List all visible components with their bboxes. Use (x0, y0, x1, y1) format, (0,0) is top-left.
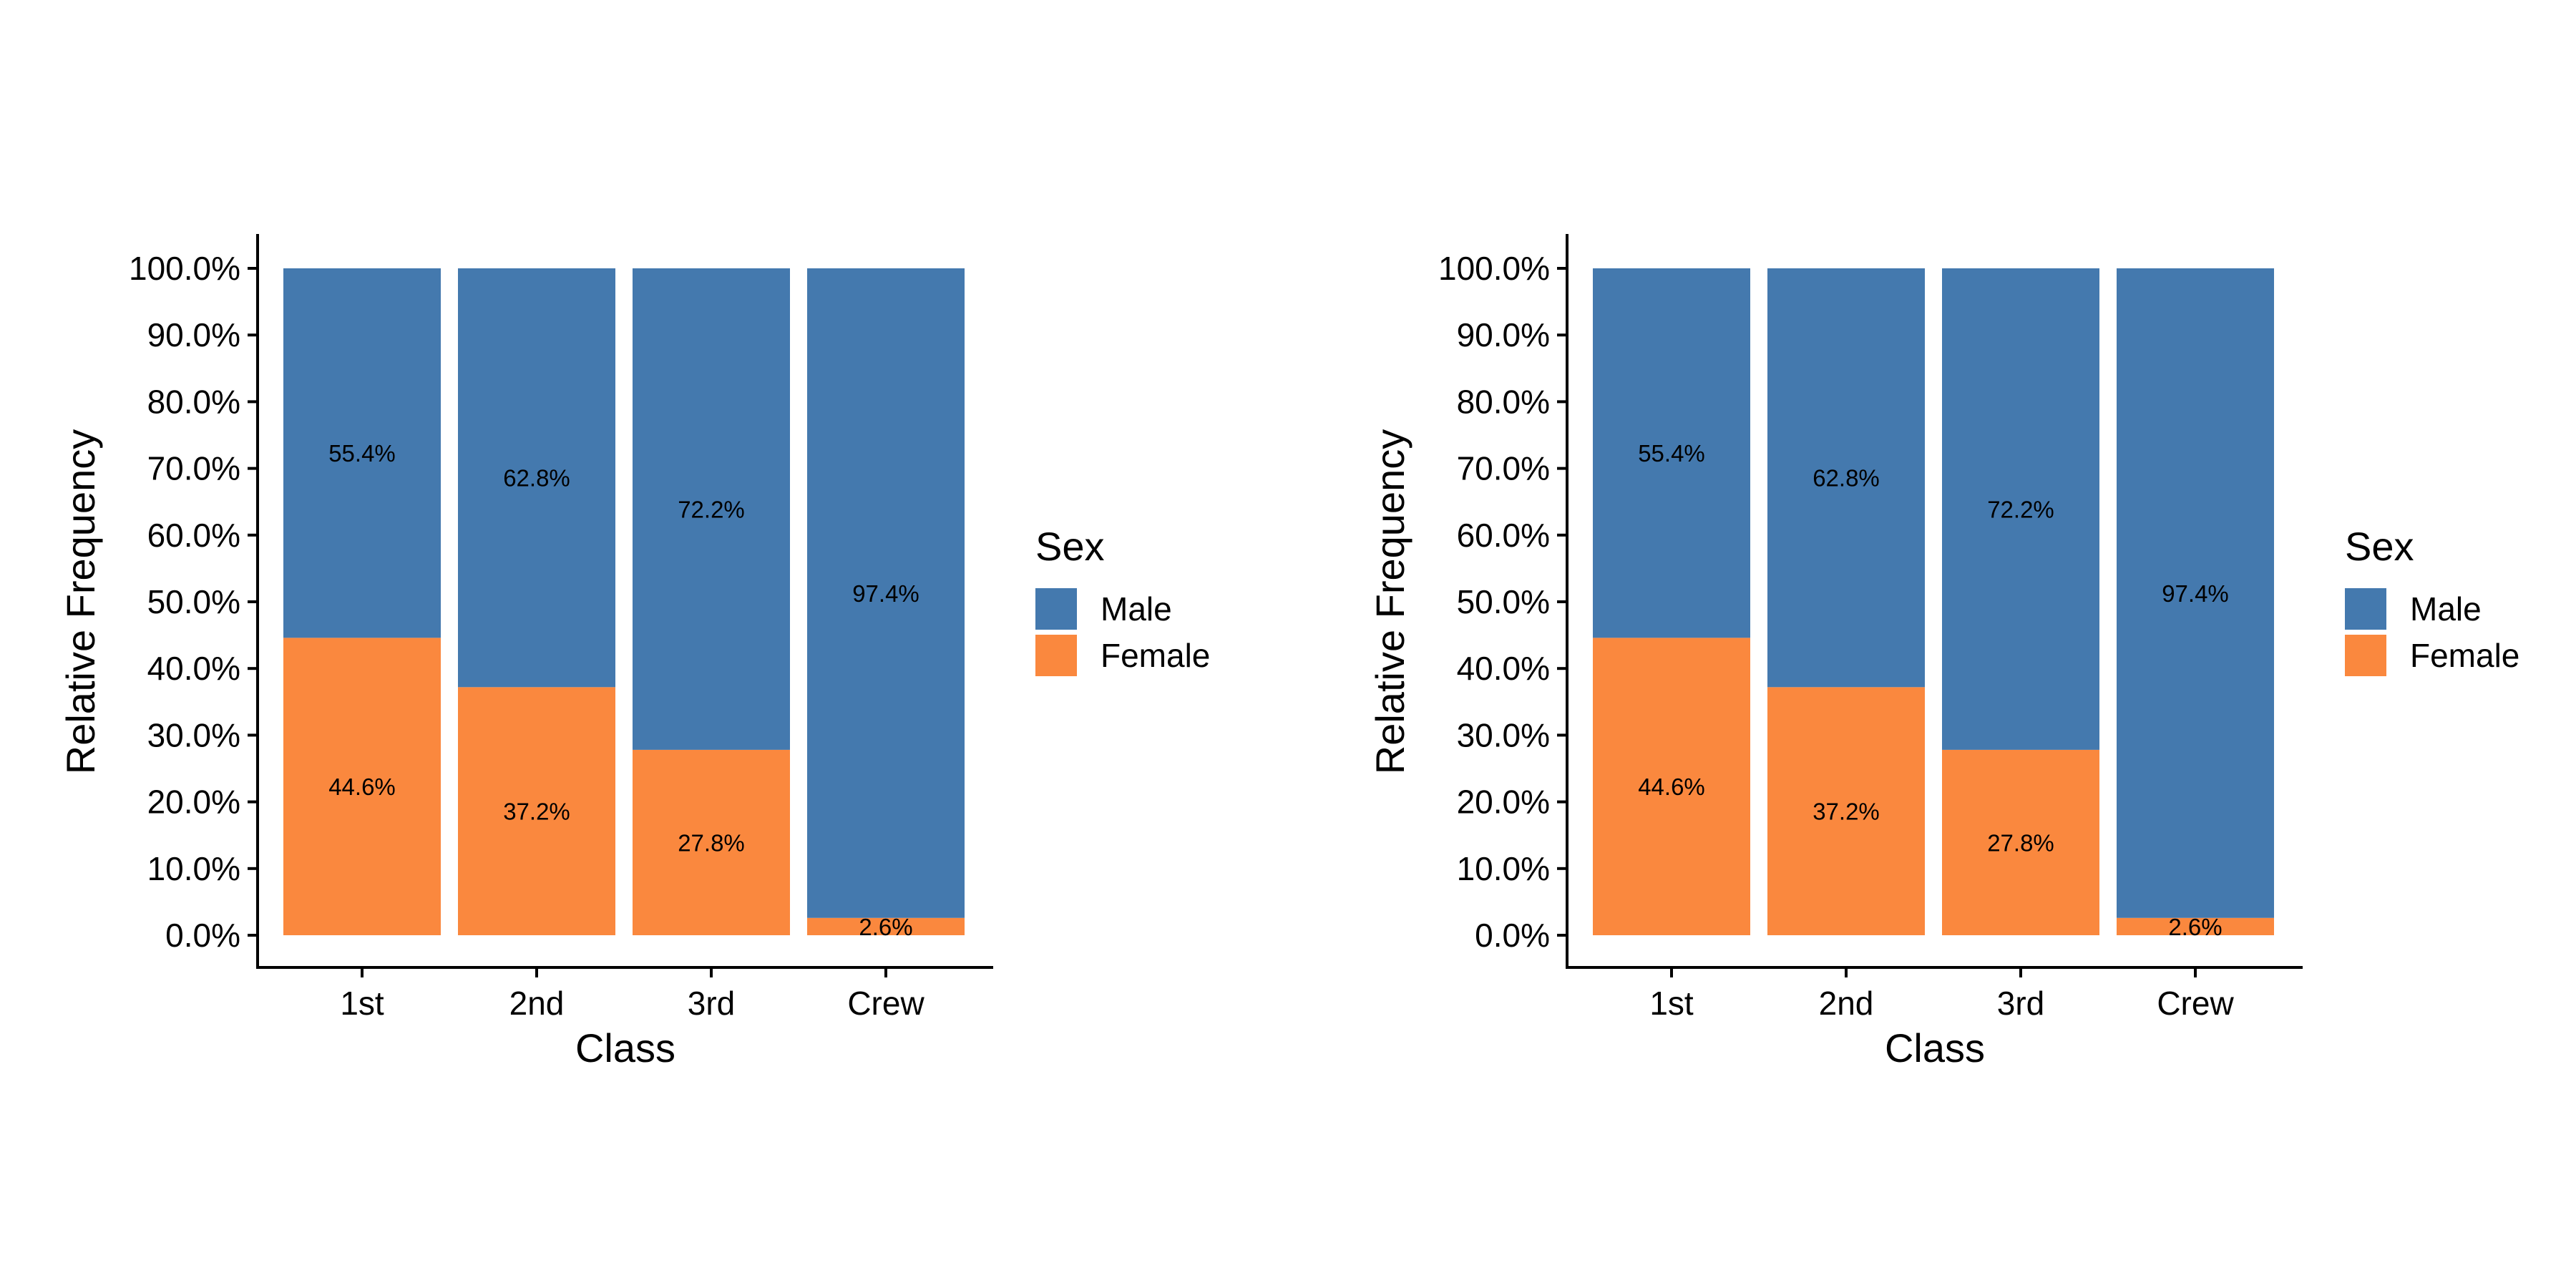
data-label-female-1st: 44.6% (1638, 774, 1705, 800)
y-tick-label: 0.0% (165, 917, 240, 954)
legend-title: Sex (1035, 524, 1105, 569)
x-tick-label: 3rd (1997, 985, 2044, 1022)
y-axis-title: Relative Frequency (58, 429, 103, 774)
legend-swatch-male (2345, 588, 2386, 630)
data-label-male-crew: 97.4% (852, 580, 919, 607)
y-tick-label: 30.0% (1457, 716, 1550, 753)
data-label-female-2nd: 37.2% (503, 799, 570, 825)
y-tick-label: 30.0% (147, 716, 240, 753)
legend-swatch-male (1035, 588, 1077, 630)
chart-panel-left: 55.4% 44.6% 62.8% 37.2% 72.2% 27.8% 97.4% 2.6% 0… (58, 234, 1210, 1070)
x-tick-label: Crew (847, 985, 924, 1022)
data-label-male-crew: 97.4% (2162, 580, 2229, 607)
data-label-female-3rd: 27.8% (1987, 829, 2054, 856)
y-tick-label: 0.0% (1475, 917, 1550, 954)
y-tick-label: 50.0% (1457, 583, 1550, 620)
y-tick-label: 60.0% (147, 517, 240, 554)
data-label-male-1st: 55.4% (328, 440, 396, 467)
legend-label-female: Female (1101, 637, 1210, 674)
y-tick-label: 40.0% (147, 650, 240, 687)
bar-female-1st (283, 638, 441, 935)
x-tick-label: Crew (2157, 985, 2234, 1022)
bar-female-1st (1593, 638, 1750, 935)
x-tick-label: 1st (340, 985, 384, 1022)
y-tick-label: 70.0% (1457, 450, 1550, 487)
data-label-female-crew: 2.6% (2168, 914, 2222, 940)
data-label-female-2nd: 37.2% (1813, 799, 1880, 825)
bar-female-3rd (1942, 749, 2099, 935)
legend-title: Sex (2345, 524, 2414, 569)
x-axis-title: Class (575, 1025, 675, 1070)
y-tick-label: 80.0% (147, 383, 240, 420)
x-tick-label: 2nd (1819, 985, 1874, 1022)
y-tick-label: 20.0% (147, 784, 240, 821)
bar-male-3rd (633, 268, 790, 750)
data-label-female-crew: 2.6% (859, 914, 912, 940)
bar-female-3rd (633, 749, 790, 935)
y-tick-label: 20.0% (1457, 784, 1550, 821)
legend-swatch-female (1035, 635, 1077, 676)
bar-male-crew (807, 268, 965, 918)
legend-swatch-female (2345, 635, 2386, 676)
y-tick-label: 90.0% (1457, 316, 1550, 353)
x-tick-label: 2nd (509, 985, 565, 1022)
chart-panel-right: 55.4% 44.6% 62.8% 37.2% 72.2% 27.8% 97.4% 2.6% 0… (1367, 234, 2519, 1070)
x-tick-label: 1st (1649, 985, 1694, 1022)
bar-male-1st (283, 268, 441, 638)
y-tick-label: 40.0% (1457, 650, 1550, 687)
legend-label-male: Male (1101, 590, 1172, 628)
y-tick-label: 60.0% (1457, 517, 1550, 554)
data-label-male-3rd: 72.2% (678, 496, 745, 522)
bar-male-2nd (458, 268, 615, 688)
y-tick-label: 10.0% (147, 850, 240, 887)
bar-female-2nd (458, 687, 615, 935)
y-tick-label: 100.0% (1438, 250, 1550, 287)
y-tick-label: 90.0% (147, 316, 240, 353)
bar-male-2nd (1767, 268, 1925, 688)
bar-male-1st (1593, 268, 1750, 638)
data-label-male-2nd: 62.8% (1813, 465, 1880, 492)
bar-male-3rd (1942, 268, 2099, 750)
legend-label-female: Female (2410, 637, 2519, 674)
legend-label-male: Male (2410, 590, 2482, 628)
y-tick-label: 50.0% (147, 583, 240, 620)
bar-female-2nd (1767, 687, 1925, 935)
y-axis-title: Relative Frequency (1367, 429, 1413, 774)
data-label-male-3rd: 72.2% (1987, 496, 2054, 522)
y-tick-label: 100.0% (129, 250, 240, 287)
y-tick-label: 80.0% (1457, 383, 1550, 420)
data-label-male-2nd: 62.8% (503, 465, 570, 492)
x-axis-title: Class (1885, 1025, 1985, 1070)
bar-female-crew (2117, 917, 2274, 935)
y-tick-label: 10.0% (1457, 850, 1550, 887)
bar-male-crew (2117, 268, 2274, 918)
data-label-male-1st: 55.4% (1638, 440, 1705, 467)
data-label-female-1st: 44.6% (328, 774, 396, 800)
y-tick-label: 70.0% (147, 450, 240, 487)
data-label-female-3rd: 27.8% (678, 829, 745, 856)
bar-female-crew (807, 917, 965, 935)
x-tick-label: 3rd (688, 985, 735, 1022)
